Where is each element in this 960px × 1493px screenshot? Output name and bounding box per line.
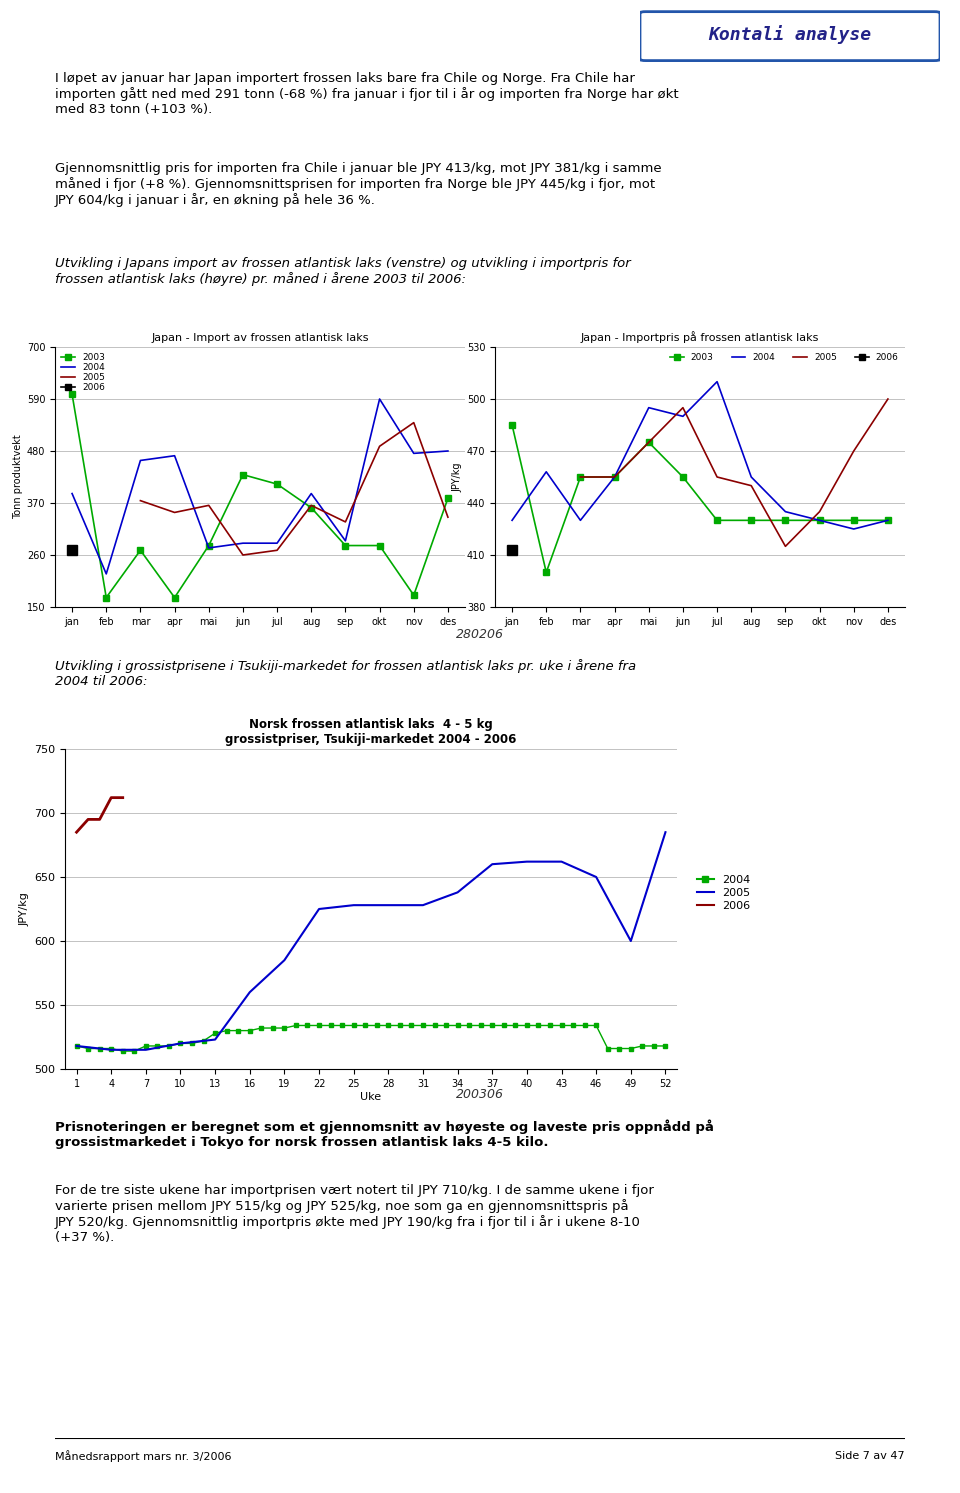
X-axis label: Uke: Uke <box>360 1091 381 1102</box>
Y-axis label: Tonn produktvekt: Tonn produktvekt <box>12 434 23 520</box>
Title: Japan - Import av frossen atlantisk laks: Japan - Import av frossen atlantisk laks <box>152 333 369 343</box>
Text: Prisnoteringen er beregnet som et gjennomsnitt av høyeste og laveste pris oppnåd: Prisnoteringen er beregnet som et gjenno… <box>55 1118 714 1148</box>
Y-axis label: JPY/kg: JPY/kg <box>20 891 30 926</box>
Title: Japan - Importpris på frossen atlantisk laks: Japan - Importpris på frossen atlantisk … <box>581 331 819 343</box>
Text: Gjennomsnittlig pris for importen fra Chile i januar ble JPY 413/kg, mot JPY 381: Gjennomsnittlig pris for importen fra Ch… <box>55 163 661 208</box>
Text: Utvikling i grossistprisene i Tsukiji-markedet for frossen atlantisk laks pr. uk: Utvikling i grossistprisene i Tsukiji-ma… <box>55 658 636 688</box>
Text: 280206: 280206 <box>456 627 504 640</box>
Text: Månedsrapport mars nr. 3/2006: Månedsrapport mars nr. 3/2006 <box>55 1450 231 1462</box>
Text: Utvikling i Japans import av frossen atlantisk laks (venstre) og utvikling i imp: Utvikling i Japans import av frossen atl… <box>55 257 631 287</box>
Legend: 2003, 2004, 2005, 2006: 2003, 2004, 2005, 2006 <box>60 351 107 394</box>
Title: Norsk frossen atlantisk laks  4 - 5 kg
grossistpriser, Tsukiji-markedet 2004 - 2: Norsk frossen atlantisk laks 4 - 5 kg gr… <box>226 718 516 746</box>
Text: 200306: 200306 <box>456 1087 504 1100</box>
Text: Side 7 av 47: Side 7 av 47 <box>835 1451 905 1462</box>
Legend: 2003, 2004, 2005, 2006: 2003, 2004, 2005, 2006 <box>668 351 900 364</box>
Text: For de tre siste ukene har importprisen vært notert til JPY 710/kg. I de samme u: For de tre siste ukene har importprisen … <box>55 1184 654 1244</box>
Y-axis label: JPY/kg: JPY/kg <box>452 463 463 491</box>
FancyBboxPatch shape <box>640 12 940 61</box>
Text: I løpet av januar har Japan importert frossen laks bare fra Chile og Norge. Fra : I løpet av januar har Japan importert fr… <box>55 72 679 116</box>
Legend: 2004, 2005, 2006: 2004, 2005, 2006 <box>695 872 753 914</box>
Text: Kontali analyse: Kontali analyse <box>708 25 872 45</box>
